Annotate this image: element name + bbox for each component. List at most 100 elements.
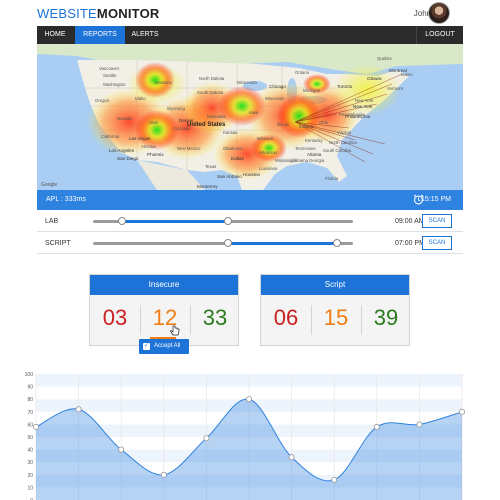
hover-underline [150, 337, 176, 339]
divider [190, 305, 191, 335]
state-label: Idaho [135, 96, 146, 101]
state-label: Oregon [95, 98, 110, 103]
divider [361, 305, 362, 335]
card-title: Script [261, 275, 409, 295]
country-label: United States [187, 122, 226, 128]
state-label: Georgia [309, 158, 325, 163]
slider-row-lab: LAB 09:00 AM SCAN [37, 210, 463, 232]
card-value-green: 39 [373, 305, 399, 330]
state-label: Washington [103, 82, 126, 87]
y-tick-label: 30 [27, 460, 33, 466]
card-value-red: 06 [273, 305, 299, 330]
script-card: Script 06 15 39 [260, 274, 410, 346]
city-label: Montreal [389, 68, 407, 73]
state-label: North Carolina [329, 140, 357, 145]
state-label: Illinois [277, 122, 289, 127]
lab-range-slider[interactable] [93, 217, 353, 225]
data-point [75, 406, 82, 413]
state-label: Seattle [103, 73, 117, 78]
city-label: Philadelphia [345, 114, 370, 119]
state-label: Pennsylvania [339, 112, 365, 117]
card-title: Insecure [90, 275, 238, 295]
slider-label: LAB [45, 218, 59, 225]
map-svg: Vancouver Seattle Washington Montana Nor… [37, 44, 463, 190]
state-label: Utah [149, 120, 159, 125]
connection-lines [294, 73, 403, 163]
data-point [118, 446, 125, 453]
city-label: Houston [243, 172, 261, 177]
avatar[interactable] [428, 2, 450, 24]
state-label: Arizona [141, 144, 156, 149]
state-label: Wisconsin [265, 96, 285, 101]
state-label: Mississippi [275, 158, 296, 163]
scan-button[interactable]: SCAN [422, 214, 452, 228]
slider-fill [122, 220, 228, 223]
state-label: Alabama [291, 158, 309, 163]
data-point [373, 423, 380, 430]
nav-home[interactable]: HOME [44, 31, 66, 38]
apl-readout: APL : 333ms [46, 196, 86, 203]
slider-handle-start[interactable] [224, 239, 232, 247]
state-label: Vancouver [99, 66, 120, 71]
card-value-orange: 15 [323, 305, 349, 330]
data-point [288, 454, 295, 461]
card-value-green: 33 [202, 305, 228, 330]
checkbox-checked-icon[interactable]: ✓ [143, 343, 150, 350]
state-label: Oklahoma [223, 146, 243, 151]
state-label: Montana [155, 80, 172, 85]
alarm-clock-icon[interactable] [413, 194, 424, 205]
state-label: New Mexico [177, 146, 201, 151]
state-label: Kentucky [305, 138, 324, 143]
heat-map[interactable]: Vancouver Seattle Washington Montana Nor… [37, 44, 463, 190]
y-tick-label: 20 [27, 473, 33, 479]
header: WEBSITEMONITOR John Doe [0, 0, 500, 26]
y-tick-label: 70 [27, 410, 33, 416]
state-label: Florida [325, 176, 339, 181]
slider-handle-end[interactable] [333, 239, 341, 247]
state-label: Indiana [299, 124, 314, 129]
city-label: Ottawa [367, 76, 382, 81]
y-tick-label: 0 [30, 498, 33, 500]
accept-all-label: Accept All [154, 343, 181, 349]
state-label: South Carolina [323, 148, 352, 153]
slider-time: 07:00 PM [395, 240, 425, 247]
data-point [245, 396, 252, 403]
state-label: Arkansas [259, 150, 277, 155]
nav-alerts[interactable]: ALERTS [131, 31, 159, 38]
card-value-red: 03 [102, 305, 128, 330]
y-tick-label: 60 [27, 422, 33, 428]
city-label: Phoenix [147, 152, 164, 157]
state-label: Louisiana [259, 166, 278, 171]
heat-blobs [87, 62, 401, 180]
state-label: Maine [401, 72, 413, 77]
logout-button[interactable]: LOGOUT [416, 26, 463, 44]
state-label: Tennessee [295, 146, 316, 151]
data-point [203, 435, 210, 442]
state-label: Ontario [295, 70, 310, 75]
scan-button[interactable]: SCAN [422, 236, 452, 250]
y-tick-label: 80 [27, 397, 33, 403]
slider-handle-end[interactable] [224, 217, 232, 225]
script-range-slider[interactable] [93, 239, 353, 247]
city-label: Los Angeles [109, 148, 135, 153]
city-label: Denver [179, 118, 194, 123]
y-tick-label: 50 [27, 435, 33, 441]
state-label: Vermont [387, 86, 404, 91]
nav-reports[interactable]: REPORTS [75, 26, 125, 44]
state-label: Quebec [377, 56, 393, 61]
app-logo[interactable]: WEBSITEMONITOR [37, 6, 160, 21]
state-label: Kansas [223, 130, 237, 135]
status-bar: APL : 333ms 15:15 PM [37, 190, 463, 210]
state-label: South Dakota [197, 90, 224, 95]
city-label: Atlanta [307, 152, 322, 157]
card-value-orange[interactable]: 12 [152, 305, 178, 330]
data-point [160, 471, 167, 478]
state-label: California [101, 134, 120, 139]
accept-all-button[interactable]: ✓ Accept All [139, 339, 189, 354]
slider-row-script: SCRIPT 07:00 PM SCAN [37, 232, 463, 254]
area-fill [36, 398, 462, 500]
insecure-card: Insecure 03 12 33 [89, 274, 239, 346]
state-label: Nebraska [207, 114, 226, 119]
slider-time: 09:00 AM [395, 218, 425, 225]
slider-handle-start[interactable] [118, 217, 126, 225]
